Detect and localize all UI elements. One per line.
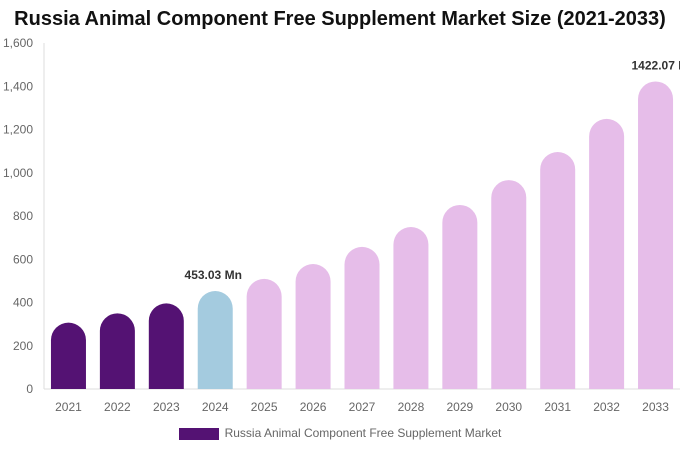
x-tick-label: 2031 <box>544 400 571 414</box>
x-tick-label: 2026 <box>300 400 327 414</box>
x-tick-label: 2024 <box>202 400 229 414</box>
data-label-2024: 453.03 Mn <box>185 268 242 282</box>
bar-2027 <box>344 246 380 389</box>
bar-2033 <box>638 81 674 390</box>
y-tick-label: 0 <box>26 382 33 396</box>
x-tick-label: 2033 <box>642 400 669 414</box>
bar-2023 <box>148 303 184 389</box>
bar-2024 <box>197 291 233 389</box>
x-tick-label: 2032 <box>593 400 620 414</box>
legend: Russia Animal Component Free Supplement … <box>0 426 680 440</box>
bar-2021 <box>50 322 86 389</box>
x-tick-label: 2022 <box>104 400 131 414</box>
x-tick-label: 2025 <box>251 400 278 414</box>
y-tick-label: 800 <box>13 209 33 223</box>
bar-2031 <box>540 151 576 389</box>
y-tick-label: 1,200 <box>3 123 33 137</box>
y-tick-label: 1,600 <box>3 36 33 50</box>
x-tick-label: 2029 <box>446 400 473 414</box>
legend-swatch <box>178 427 219 440</box>
y-tick-label: 1,400 <box>3 79 33 93</box>
y-tick-label: 200 <box>13 339 33 353</box>
bar-2029 <box>442 204 478 389</box>
bar-2022 <box>99 313 135 389</box>
bar-2032 <box>589 118 625 389</box>
y-tick-label: 400 <box>13 296 33 310</box>
y-tick-label: 1,000 <box>3 166 33 180</box>
x-tick-label: 2028 <box>398 400 425 414</box>
y-tick-label: 600 <box>13 252 33 266</box>
x-tick-label: 2027 <box>349 400 376 414</box>
data-label-2033: 1422.07 Mn <box>632 58 680 72</box>
chart-title: Russia Animal Component Free Supplement … <box>14 8 666 30</box>
bar-2025 <box>246 278 282 389</box>
x-tick-label: 2030 <box>495 400 522 414</box>
x-tick-label: 2021 <box>55 400 82 414</box>
x-tick-label: 2023 <box>153 400 180 414</box>
bar-2030 <box>491 180 527 389</box>
bar-2028 <box>393 227 429 389</box>
legend-label: Russia Animal Component Free Supplement … <box>224 426 502 440</box>
bar-2026 <box>295 264 331 389</box>
